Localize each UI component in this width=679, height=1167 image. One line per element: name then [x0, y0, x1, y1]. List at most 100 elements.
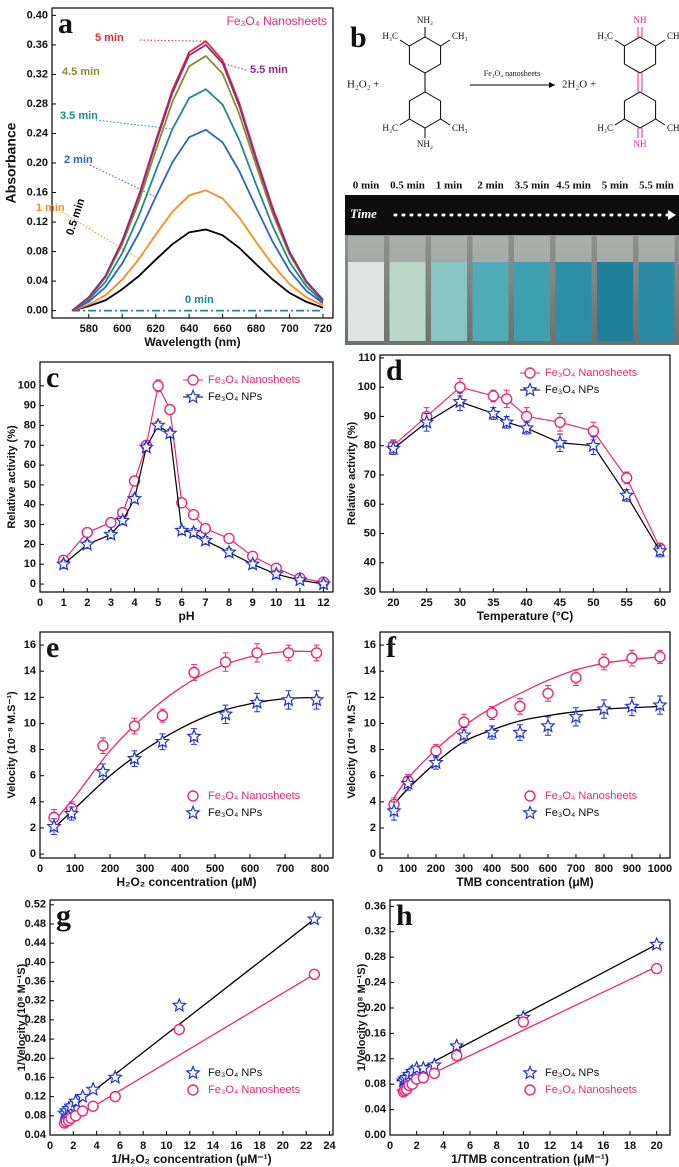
data-point [154, 733, 171, 749]
data-line [63, 383, 324, 583]
x-tick-label: 640 [180, 323, 198, 335]
label-arrow [139, 39, 206, 42]
series-label: 0.5 min [64, 197, 87, 237]
atom: CH₃ [452, 123, 468, 133]
data-point [244, 556, 261, 571]
y-tick-label: 60 [24, 459, 36, 471]
series-label: 2 min [64, 154, 93, 166]
y-tick-label: 0.36 [27, 39, 48, 51]
data-point [519, 420, 535, 435]
series-label: 5 min [95, 32, 124, 44]
data-point [450, 1049, 463, 1062]
x-axis-title: 1/TMB concentration (μM⁻¹) [451, 1152, 609, 1166]
x-tick-label: 200 [101, 863, 119, 875]
data-point [164, 403, 176, 416]
x-tick-label: 14 [571, 1140, 584, 1152]
legend-label: Fe₃O₄ NPs [545, 384, 600, 396]
x-tick-label: 600 [241, 863, 259, 875]
data-point [598, 656, 610, 668]
data-point [197, 532, 214, 547]
x-tick-label: 10 [517, 1140, 529, 1152]
y-tick-label: 10 [24, 558, 36, 570]
legend-marker [185, 804, 201, 820]
x-tick-label: 60 [654, 597, 666, 609]
x-tick-label: 6 [467, 1140, 473, 1152]
x-tick-label: 22 [300, 1140, 312, 1152]
y-tick-label: 0.12 [25, 1091, 46, 1103]
y-axis-title: Relative activity (%) [6, 425, 18, 529]
x-tick-label: 800 [595, 863, 613, 875]
data-point [499, 414, 515, 429]
y-tick-label: 20 [24, 538, 36, 550]
reactant: H₂O₂ + [347, 79, 380, 91]
y-tick-label: 100 [18, 380, 36, 392]
y-tick-label: 0.32 [25, 995, 46, 1007]
x-tick-label: 20 [277, 1140, 289, 1152]
data-point [568, 708, 584, 724]
legend-label: Fe₃O₄ Nanosheets [545, 1084, 638, 1096]
x-tick-label: 1000 [648, 863, 672, 875]
x-tick-label: 10 [160, 1140, 172, 1152]
y-tick-label: 0.40 [27, 9, 48, 21]
time-label: 0.5 min [390, 180, 425, 192]
y-tick-label: 0.20 [365, 1002, 386, 1014]
y-tick-label: 100 [358, 381, 376, 393]
x-tick-label: 16 [230, 1140, 242, 1152]
time-arrow-head [668, 210, 676, 220]
y-tick-label: 16 [24, 639, 36, 651]
y-tick-label: 70 [24, 439, 36, 451]
legend-marker [522, 804, 538, 820]
x-tick-label: 5 [155, 597, 161, 609]
data-point [152, 380, 164, 392]
y-tick-label: 0.20 [25, 1052, 46, 1064]
data-line [71, 189, 324, 312]
x-tick-label: 8 [226, 597, 232, 609]
y-tick-label: 0.36 [365, 900, 386, 912]
data-point [428, 1067, 441, 1080]
y-tick-label: 0 [370, 848, 376, 860]
atom: H₃C [597, 123, 613, 133]
series-label: 5.5 min [250, 64, 288, 76]
x-tick-label: 300 [136, 863, 154, 875]
y-tick-label: 4 [370, 796, 377, 808]
series-label: 3.5 min [60, 110, 98, 122]
vial-liquid [472, 262, 509, 341]
data-point [199, 522, 212, 535]
data-point [126, 750, 143, 766]
y-tick-label: 80 [364, 440, 376, 452]
data-point [520, 410, 533, 423]
ring [408, 91, 442, 129]
x-tick-label: 200 [427, 863, 445, 875]
y-tick-label: 0.32 [365, 926, 386, 938]
ring [408, 36, 442, 74]
y-tick-label: 0.12 [27, 216, 48, 228]
atom: CH₃ [452, 31, 468, 41]
legend-label: Fe₃O₄ NPs [208, 1067, 263, 1079]
x-tick-label: 600 [113, 323, 131, 335]
legend-label: Fe₃O₄ NPs [208, 807, 263, 819]
y-axis-title: Velocity (10⁻⁸ M.S⁻¹) [346, 691, 358, 799]
x-tick-label: 55 [621, 597, 633, 609]
data-point [251, 647, 263, 659]
data-point [624, 698, 640, 713]
legend-marker [185, 388, 201, 404]
y-tick-label: 0 [30, 578, 36, 590]
x-tick-label: 6 [117, 1140, 123, 1152]
data-point [292, 572, 308, 587]
data-point [585, 437, 601, 453]
y-tick-label: 0.04 [365, 1104, 387, 1116]
legend-marker [522, 381, 538, 397]
vial-liquid [431, 262, 467, 341]
data-point [79, 536, 95, 552]
y-tick-label: 110 [358, 352, 376, 364]
atom: CH [667, 123, 679, 133]
catalyst: Fe₃O₄ nanosheets [484, 69, 540, 78]
atom: NH₂ [417, 139, 433, 149]
time-label: Time [350, 206, 377, 221]
x-tick-label: 580 [80, 323, 98, 335]
x-tick-label: 4 [131, 597, 138, 609]
legend-label: Fe₃O₄ Nanosheets [545, 790, 638, 802]
panel-label: a [58, 7, 73, 40]
y-tick-label: 10 [364, 717, 376, 729]
